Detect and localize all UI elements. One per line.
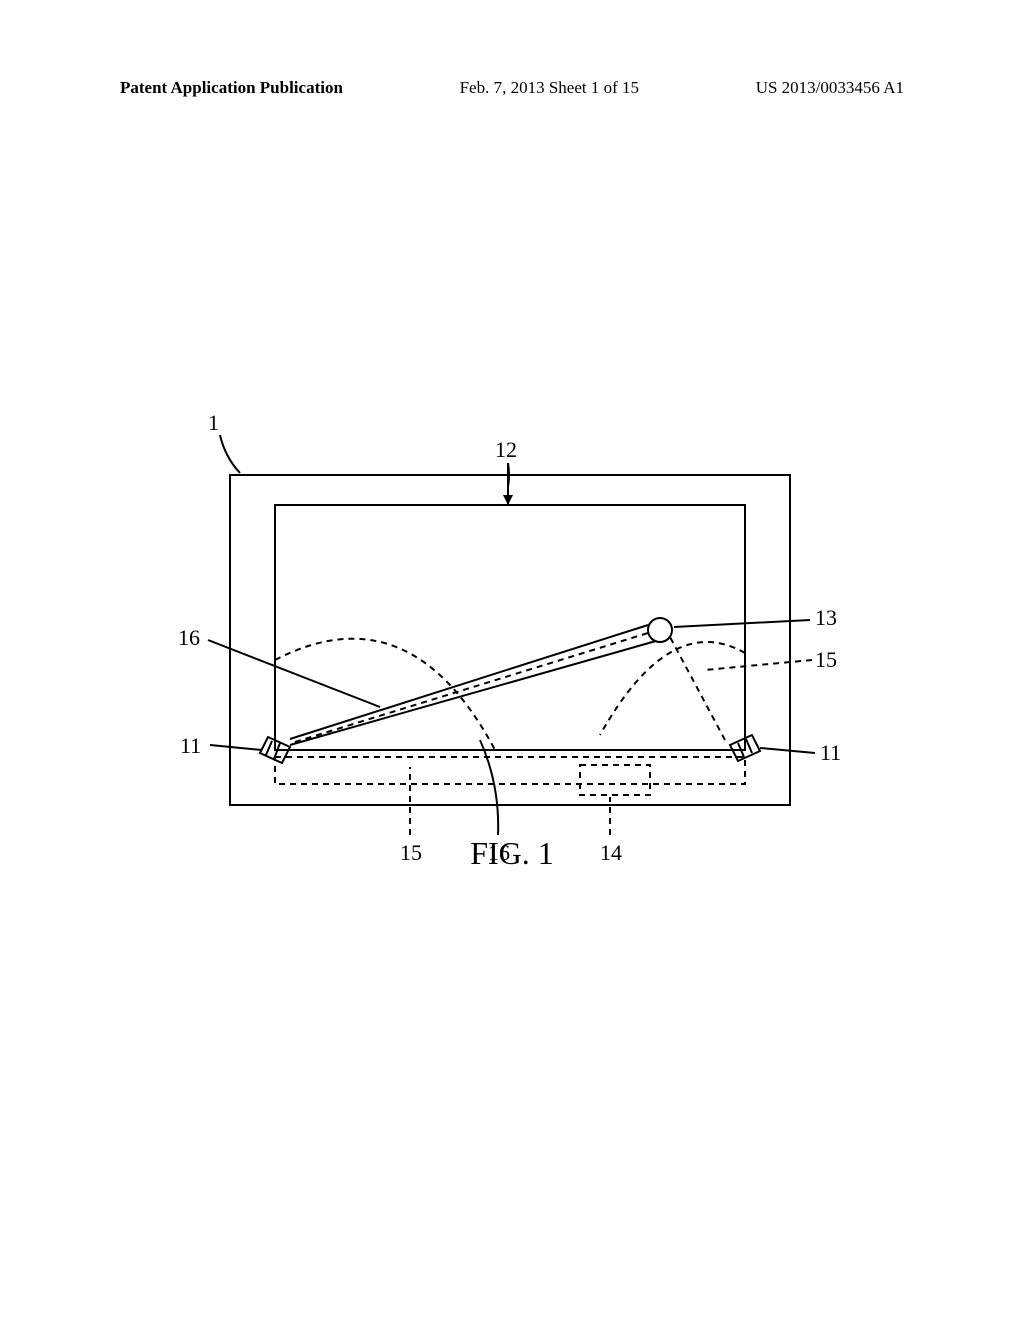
stylus-tip: [648, 618, 672, 642]
lead-16-bottom: [480, 740, 498, 835]
label-11-right: 11: [820, 740, 841, 765]
label-12: 12: [495, 437, 517, 462]
lead-12-curve: [508, 463, 509, 487]
dashed-strip: [275, 757, 745, 784]
lead-16-left: [208, 640, 380, 707]
label-11-left: 11: [180, 733, 201, 758]
header-right: US 2013/0033456 A1: [756, 78, 904, 98]
sight-line-right: [670, 637, 725, 740]
fov-right: [600, 642, 745, 735]
label-13: 13: [815, 605, 837, 630]
lead-15-top: [705, 660, 812, 670]
outer-rect: [230, 475, 790, 805]
header-left: Patent Application Publication: [120, 78, 343, 98]
label-15-top: 15: [815, 647, 837, 672]
dashed-module: [580, 765, 650, 795]
lead-1: [220, 435, 240, 473]
figure-caption: FIG. 1: [0, 835, 1024, 872]
stylus-centerline: [295, 633, 648, 742]
lead-11-left: [210, 745, 262, 750]
header-mid: Feb. 7, 2013 Sheet 1 of 15: [460, 78, 639, 98]
page-header: Patent Application Publication Feb. 7, 2…: [0, 78, 1024, 98]
label-1: 1: [208, 410, 219, 435]
label-16-left: 16: [178, 625, 200, 650]
lead-11-right: [760, 748, 815, 753]
lead-12-arrow: [503, 495, 513, 505]
stylus-top-edge: [290, 625, 648, 739]
